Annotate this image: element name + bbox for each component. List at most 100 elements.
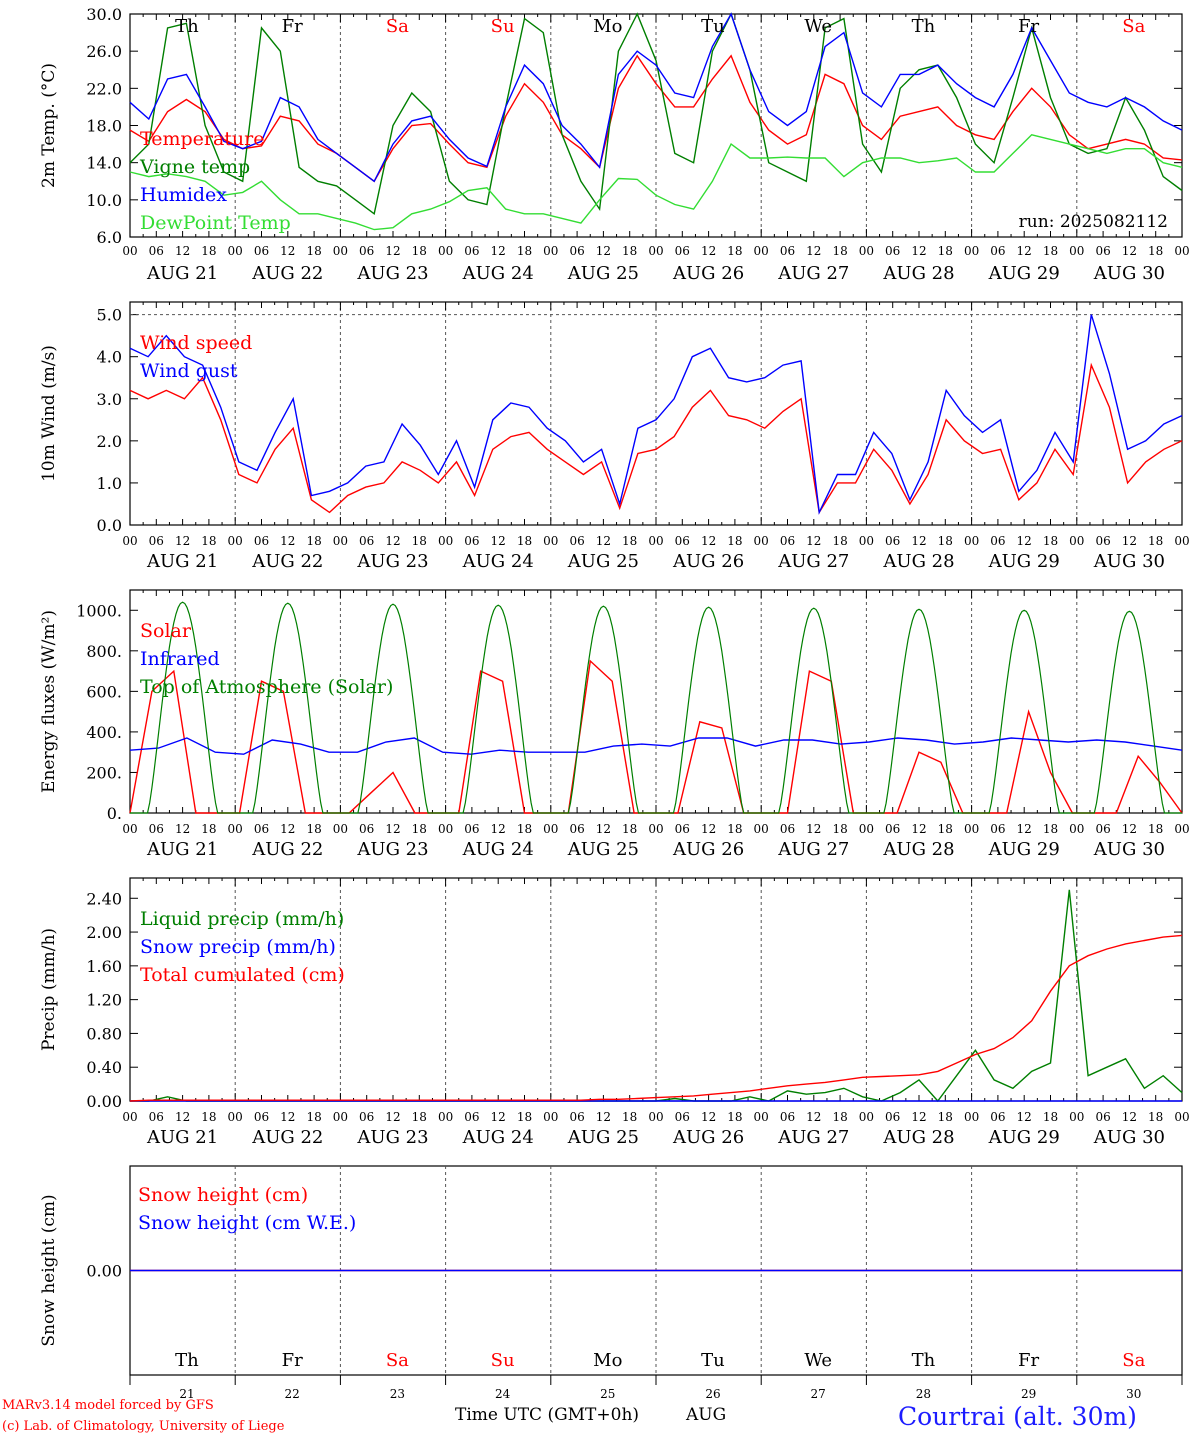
hour-tick-label: 18 [517,534,532,548]
hour-tick-label: 06 [780,822,795,836]
hour-tick-label: 12 [701,244,716,258]
hour-tick-label: 00 [122,244,137,258]
hour-tick-label: 18 [938,244,953,258]
y-tick-label: 400. [86,723,122,742]
y-tick-label: 26.0 [86,42,122,61]
hour-tick-label: 12 [1017,244,1032,258]
hour-tick-label: 06 [569,822,584,836]
hour-tick-label: 00 [228,534,243,548]
y-tick-label: 600. [86,682,122,701]
hour-tick-label: 00 [859,534,874,548]
date-label: AUG 27 [777,839,849,860]
hour-tick-label: 00 [964,1110,979,1124]
footer-copyright: (c) Lab. of Climatology, University of L… [2,1419,285,1434]
legend-entry: Wind speed [140,332,252,354]
hour-tick-label: 18 [727,534,742,548]
hour-tick-label: 06 [1095,1110,1110,1124]
hour-tick-label: 18 [1148,244,1163,258]
hour-tick-label: 06 [569,1110,584,1124]
hour-tick-label: 06 [885,1110,900,1124]
day-number-label: 26 [705,1387,720,1401]
y-tick-label: 2.0 [97,432,122,451]
hour-tick-label: 06 [675,822,690,836]
hour-tick-label: 00 [859,822,874,836]
y-tick-label: 0. [107,804,122,823]
hour-tick-label: 12 [491,822,506,836]
month-label: AUG [686,1405,727,1425]
hour-tick-label: 18 [201,1110,216,1124]
date-label: AUG 25 [567,1127,639,1148]
hour-tick-label: 18 [832,822,847,836]
day-number-label: 28 [916,1387,931,1401]
run-annotation: run: 2025082112 [1019,212,1168,232]
hour-tick-label: 00 [1174,822,1189,836]
y-tick-label: 18.0 [86,117,122,136]
hour-tick-label: 00 [754,1110,769,1124]
station-name: Courtrai (alt. 30m) [898,1402,1137,1431]
date-label: AUG 28 [882,839,954,860]
hour-tick-label: 12 [280,1110,295,1124]
hour-tick-label: 18 [727,822,742,836]
hour-tick-label: 00 [543,244,558,258]
hour-tick-label: 12 [1122,822,1137,836]
hour-tick-label: 12 [806,1110,821,1124]
date-label: AUG 23 [356,263,428,284]
legend-entry: Temperature [140,128,264,150]
weekday-label-bottom: Sa [1122,1350,1145,1371]
hour-tick-label: 00 [859,244,874,258]
hour-tick-label: 12 [1122,1110,1137,1124]
legend-entry: Infrared [140,648,220,670]
hour-tick-label: 00 [333,534,348,548]
hour-tick-label: 12 [175,1110,190,1124]
series-line-precip-2 [129,934,1183,1102]
hour-tick-label: 06 [675,1110,690,1124]
legend-entry: Liquid precip (mm/h) [140,908,344,930]
hour-tick-label: 12 [385,1110,400,1124]
hour-tick-label: 06 [149,1110,164,1124]
hour-tick-label: 12 [175,822,190,836]
series-line-wind-1 [129,314,1183,515]
y-tick-label: 1.20 [86,991,122,1010]
day-number-label: 23 [390,1387,405,1401]
hour-tick-label: 18 [622,534,637,548]
hour-tick-label: 06 [464,1110,479,1124]
legend-entry: Vigne temp [139,156,250,178]
hour-tick-label: 00 [122,1110,137,1124]
day-number-label: 25 [600,1387,615,1401]
hour-tick-label: 18 [306,822,321,836]
hour-tick-label: 18 [517,1110,532,1124]
y-tick-label: 6.0 [97,228,122,247]
day-number-label: 30 [1126,1387,1141,1401]
hour-tick-label: 06 [254,822,269,836]
hour-tick-label: 06 [254,244,269,258]
weekday-label-top: We [804,16,832,37]
hour-tick-label: 12 [1122,534,1137,548]
hour-tick-label: 12 [806,244,821,258]
hour-tick-label: 12 [911,822,926,836]
weekday-label-top: Fr [282,16,303,37]
weekday-label-top: Su [491,16,515,37]
hour-tick-label: 18 [201,534,216,548]
hour-tick-label: 00 [228,822,243,836]
date-label: AUG 30 [1093,1127,1165,1148]
hour-tick-label: 06 [254,534,269,548]
hour-tick-label: 18 [938,534,953,548]
hour-tick-label: 00 [543,1110,558,1124]
y-tick-label: 0.0 [97,516,122,535]
y-tick-label: 5.0 [97,306,122,325]
series-line-toa [130,601,1182,814]
date-label: AUG 24 [462,551,534,572]
hour-tick-label: 00 [122,822,137,836]
date-label: AUG 24 [462,839,534,860]
date-label: AUG 23 [356,551,428,572]
hour-tick-label: 12 [701,822,716,836]
series-line-wind-0 [129,362,1183,515]
hour-tick-label: 18 [412,822,427,836]
date-label: AUG 21 [146,839,218,860]
date-label: AUG 28 [882,1127,954,1148]
hour-tick-label: 00 [333,822,348,836]
date-label: AUG 23 [356,1127,428,1148]
weekday-label-bottom: Sa [386,1350,409,1371]
hour-tick-label: 12 [491,244,506,258]
weekday-label-top: Fr [1018,16,1039,37]
